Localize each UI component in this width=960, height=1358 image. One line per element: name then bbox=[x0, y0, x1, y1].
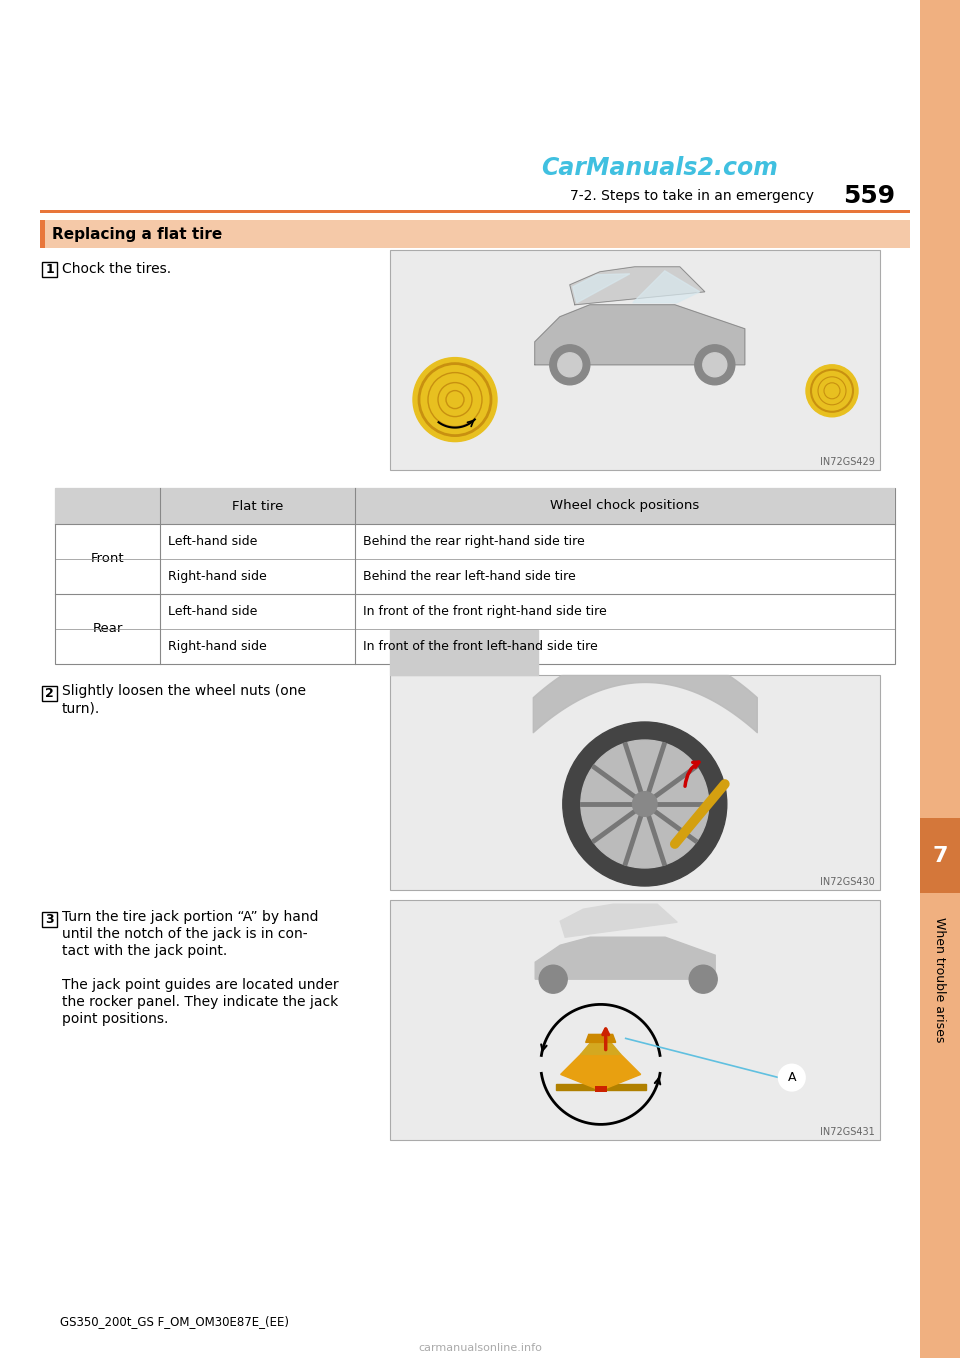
Text: Turn the tire jack portion “A” by hand: Turn the tire jack portion “A” by hand bbox=[62, 910, 319, 923]
Text: carmanualsonline.info: carmanualsonline.info bbox=[418, 1343, 542, 1353]
Bar bbox=[390, 675, 880, 889]
Bar bbox=[390, 900, 880, 1139]
Text: 2: 2 bbox=[45, 687, 54, 699]
Polygon shape bbox=[586, 1035, 615, 1043]
Polygon shape bbox=[556, 1085, 646, 1090]
Circle shape bbox=[413, 357, 497, 441]
Text: Right-hand side: Right-hand side bbox=[168, 640, 267, 653]
Circle shape bbox=[540, 966, 567, 993]
Circle shape bbox=[633, 792, 657, 816]
Bar bbox=[390, 250, 880, 470]
Text: Rear: Rear bbox=[92, 622, 123, 636]
Polygon shape bbox=[573, 274, 630, 303]
Bar bbox=[42, 686, 57, 701]
Circle shape bbox=[689, 966, 717, 993]
Polygon shape bbox=[561, 904, 677, 937]
Circle shape bbox=[695, 345, 734, 384]
Text: 1: 1 bbox=[45, 263, 54, 276]
Text: Behind the rear left-hand side tire: Behind the rear left-hand side tire bbox=[363, 570, 576, 583]
Text: Behind the rear right-hand side tire: Behind the rear right-hand side tire bbox=[363, 535, 585, 549]
Bar bbox=[920, 0, 960, 1358]
Text: Slightly loosen the wheel nuts (one: Slightly loosen the wheel nuts (one bbox=[62, 684, 306, 698]
Text: When trouble arises: When trouble arises bbox=[933, 917, 947, 1043]
Text: Wheel chock positions: Wheel chock positions bbox=[550, 500, 700, 512]
Text: IN72GS431: IN72GS431 bbox=[820, 1127, 875, 1137]
Bar bbox=[42, 913, 57, 928]
Circle shape bbox=[806, 365, 858, 417]
Bar bbox=[594, 1086, 607, 1092]
Text: Chock the tires.: Chock the tires. bbox=[62, 262, 171, 276]
Text: The jack point guides are located under: The jack point guides are located under bbox=[62, 978, 339, 991]
Polygon shape bbox=[581, 1043, 621, 1054]
Text: In front of the front right-hand side tire: In front of the front right-hand side ti… bbox=[363, 606, 607, 618]
Text: until the notch of the jack is in con-: until the notch of the jack is in con- bbox=[62, 928, 307, 941]
Text: Left-hand side: Left-hand side bbox=[168, 535, 257, 549]
Text: turn).: turn). bbox=[62, 701, 100, 716]
Text: 7: 7 bbox=[932, 846, 948, 865]
Text: point positions.: point positions. bbox=[62, 1012, 168, 1027]
Text: Right-hand side: Right-hand side bbox=[168, 570, 267, 583]
Text: In front of the front left-hand side tire: In front of the front left-hand side tir… bbox=[363, 640, 598, 653]
Text: Replacing a flat tire: Replacing a flat tire bbox=[52, 227, 223, 242]
Text: Front: Front bbox=[90, 553, 124, 565]
Circle shape bbox=[581, 740, 708, 868]
Text: 559: 559 bbox=[843, 183, 895, 208]
Bar bbox=[42, 262, 57, 277]
Text: the rocker panel. They indicate the jack: the rocker panel. They indicate the jack bbox=[62, 995, 338, 1009]
Bar bbox=[55, 488, 895, 664]
Text: 3: 3 bbox=[45, 913, 54, 926]
Bar bbox=[40, 210, 910, 213]
Polygon shape bbox=[390, 630, 538, 675]
Polygon shape bbox=[633, 270, 700, 303]
Circle shape bbox=[779, 1065, 804, 1090]
Text: Flat tire: Flat tire bbox=[231, 500, 283, 512]
Text: CarManuals2.com: CarManuals2.com bbox=[541, 156, 779, 181]
Bar bbox=[40, 220, 45, 249]
Bar bbox=[40, 220, 910, 249]
Circle shape bbox=[703, 353, 727, 376]
Text: Left-hand side: Left-hand side bbox=[168, 606, 257, 618]
Text: 7-2. Steps to take in an emergency: 7-2. Steps to take in an emergency bbox=[570, 189, 814, 202]
Text: GS350_200t_GS F_OM_OM30E87E_(EE): GS350_200t_GS F_OM_OM30E87E_(EE) bbox=[60, 1316, 289, 1328]
Text: tact with the jack point.: tact with the jack point. bbox=[62, 944, 228, 957]
Polygon shape bbox=[561, 1054, 640, 1090]
Circle shape bbox=[563, 722, 727, 885]
Circle shape bbox=[550, 345, 589, 384]
Polygon shape bbox=[536, 937, 715, 979]
Bar bbox=[920, 818, 960, 894]
Bar bbox=[55, 488, 895, 524]
Circle shape bbox=[558, 353, 582, 376]
Text: IN72GS430: IN72GS430 bbox=[820, 877, 875, 887]
Polygon shape bbox=[535, 304, 745, 365]
Text: A: A bbox=[787, 1071, 796, 1084]
Polygon shape bbox=[570, 266, 705, 304]
Text: IN72GS429: IN72GS429 bbox=[820, 458, 875, 467]
